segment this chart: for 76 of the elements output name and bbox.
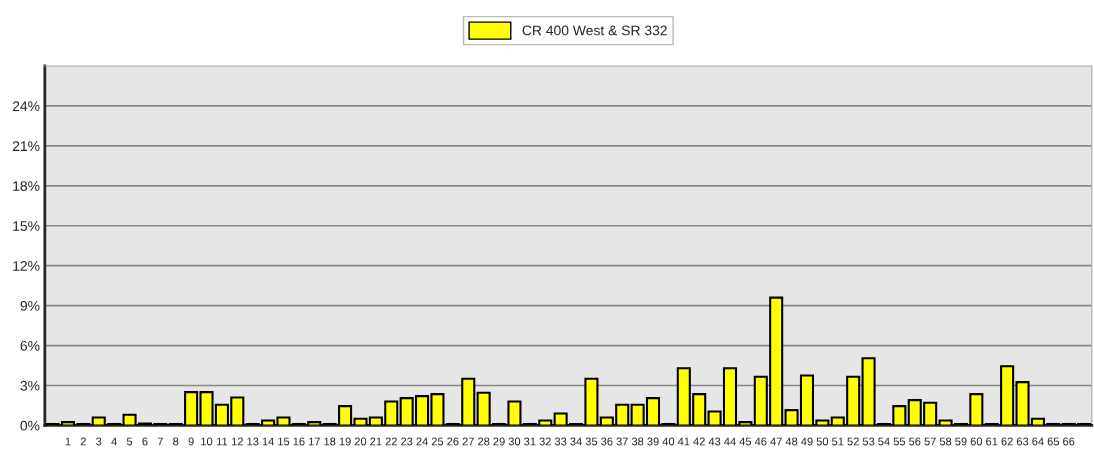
x-tick-label: 5	[126, 437, 133, 446]
x-tick-label: 4	[111, 437, 117, 446]
x-tick-label: 3	[96, 437, 102, 446]
x-tick-label: 52	[847, 437, 859, 446]
x-tick-label: 14	[262, 437, 274, 446]
y-tick-label: 21%	[12, 141, 40, 151]
x-tick-label: 16	[293, 437, 305, 446]
x-tick-label: 15	[278, 437, 290, 446]
x-tick-label: 53	[862, 437, 875, 446]
y-tick-label: 15%	[13, 221, 40, 231]
x-tick-label: 54	[878, 437, 890, 446]
x-tick-label: 1	[65, 437, 71, 446]
x-tick-label: 30	[508, 437, 521, 446]
x-tick-label: 66	[1063, 437, 1075, 446]
x-tick-label: 63	[1016, 437, 1029, 446]
x-tick-label: 34	[570, 437, 582, 446]
y-tick-label: 24%	[12, 101, 40, 112]
x-tick-label: 22	[385, 437, 397, 446]
x-tick-label: 20	[354, 437, 367, 446]
x-tick-label: 41	[677, 437, 690, 446]
x-tick-label: 51	[832, 437, 844, 446]
x-tick-label: 13	[247, 437, 259, 446]
x-tick-label: 32	[539, 437, 551, 446]
x-tick-label: 50	[816, 437, 829, 446]
x-tick-label: 60	[970, 437, 983, 446]
x-tick-label: 9	[188, 437, 194, 446]
y-tick-label: 3%	[20, 380, 40, 391]
x-tick-label: 59	[955, 437, 967, 446]
x-tick-label: 26	[447, 437, 459, 446]
x-tick-label: 37	[616, 437, 628, 446]
x-tick-label: 10	[201, 437, 213, 446]
y-tick-label: 0%	[20, 420, 40, 431]
x-tick-label: 35	[585, 437, 598, 446]
x-tick-label: 8	[173, 437, 179, 446]
x-tick-label: 18	[324, 437, 336, 446]
x-tick-label: 48	[785, 437, 798, 446]
x-tick-label: 24	[416, 437, 428, 446]
x-tick-label: 11	[216, 437, 228, 446]
x-tick-label: 6	[142, 437, 148, 446]
x-tick-label: 12	[231, 437, 243, 446]
x-tick-label: 46	[754, 437, 767, 446]
y-tick-label: 12%	[13, 261, 40, 271]
x-tick-label: 61	[986, 437, 998, 446]
x-tick-label: 64	[1032, 437, 1044, 446]
x-tick-label: 25	[431, 437, 444, 446]
x-tick-label: 19	[339, 437, 351, 446]
x-tick-label: 21	[370, 437, 382, 446]
x-tick-label: 2	[80, 437, 86, 446]
y-tick-label: 18%	[13, 181, 40, 191]
x-tick-label: 28	[478, 437, 490, 446]
x-tick-label: 33	[554, 437, 567, 446]
y-tick-label: 9%	[20, 300, 40, 311]
x-tick-label: 57	[924, 437, 936, 446]
x-tick-label: 7	[157, 437, 163, 446]
x-tick-label: 62	[1001, 437, 1013, 446]
x-tick-label: 58	[939, 437, 952, 446]
x-tick-label: 31	[524, 437, 536, 446]
y-tick-label: 6%	[20, 340, 40, 351]
x-tick-label: 29	[493, 437, 505, 446]
x-tick-label: 55	[893, 437, 906, 446]
x-tick-label: 27	[462, 437, 474, 446]
x-tick-label: 23	[401, 437, 413, 446]
x-tick-label: 42	[693, 437, 705, 446]
x-tick-label: 17	[308, 437, 320, 446]
x-tick-label: 65	[1047, 437, 1060, 446]
x-tick-label: 40	[662, 437, 675, 446]
x-tick-label: 49	[801, 437, 813, 446]
x-tick-label: 38	[631, 437, 644, 446]
x-tick-label: 56	[909, 437, 921, 446]
x-tick-label: 47	[770, 437, 782, 446]
x-tick-label: 39	[647, 437, 659, 446]
legend-label: CR 400 West & SR 332	[522, 25, 667, 36]
x-tick-label: 44	[724, 437, 736, 446]
x-tick-label: 43	[708, 437, 721, 446]
x-tick-label: 36	[601, 437, 613, 446]
x-tick-label: 45	[739, 437, 752, 446]
